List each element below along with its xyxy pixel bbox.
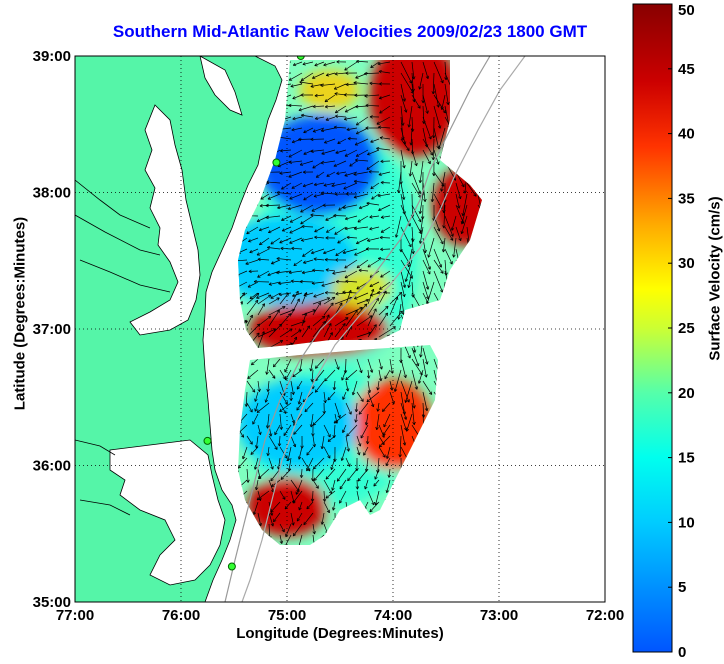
y-axis-label: Latitude (Degrees:Minutes)	[12, 194, 29, 434]
radar-station-marker	[204, 437, 211, 444]
colorbar-gradient	[633, 4, 672, 652]
colorbar-tick-label: 5	[678, 579, 686, 596]
y-tick-label: 39:00	[33, 48, 71, 65]
colorbar-tick-label: 10	[678, 514, 695, 531]
colorbar-tick-label: 25	[678, 320, 695, 337]
colorbar-tick-label: 20	[678, 385, 695, 402]
radar-station-marker	[273, 159, 280, 166]
colorbar-tick-label: 0	[678, 644, 686, 659]
velocity-region-south-low	[238, 380, 358, 470]
map-title: Southern Mid-Atlantic Raw Velocities 200…	[60, 22, 640, 42]
colorbar-tick-label: 40	[678, 126, 695, 143]
colorbar-label: Surface Velocity (cm/s)	[707, 149, 724, 409]
x-tick-label: 72:00	[586, 607, 624, 624]
y-tick-label: 38:00	[33, 185, 71, 202]
colorbar-tick-label: 45	[678, 61, 695, 78]
y-tick-label: 36:00	[33, 458, 71, 475]
colorbar-tick-label: 30	[678, 255, 695, 272]
x-tick-label: 73:00	[480, 607, 518, 624]
x-axis-label: Longitude (Degrees:Minutes)	[75, 625, 605, 642]
colorbar-tick-label: 15	[678, 450, 695, 467]
y-tick-label: 37:00	[33, 321, 71, 338]
radar-station-marker	[228, 563, 235, 570]
colorbar-tick-label: 35	[678, 190, 695, 207]
x-tick-label: 74:00	[374, 607, 412, 624]
x-tick-label: 76:00	[162, 607, 200, 624]
colorbar: 0 5 10 15 20 25 30 35 40 45 50	[633, 2, 695, 659]
y-tick-label: 35:00	[33, 594, 71, 611]
x-tick-label: 75:00	[268, 607, 306, 624]
colorbar-tick-label: 50	[678, 2, 695, 19]
